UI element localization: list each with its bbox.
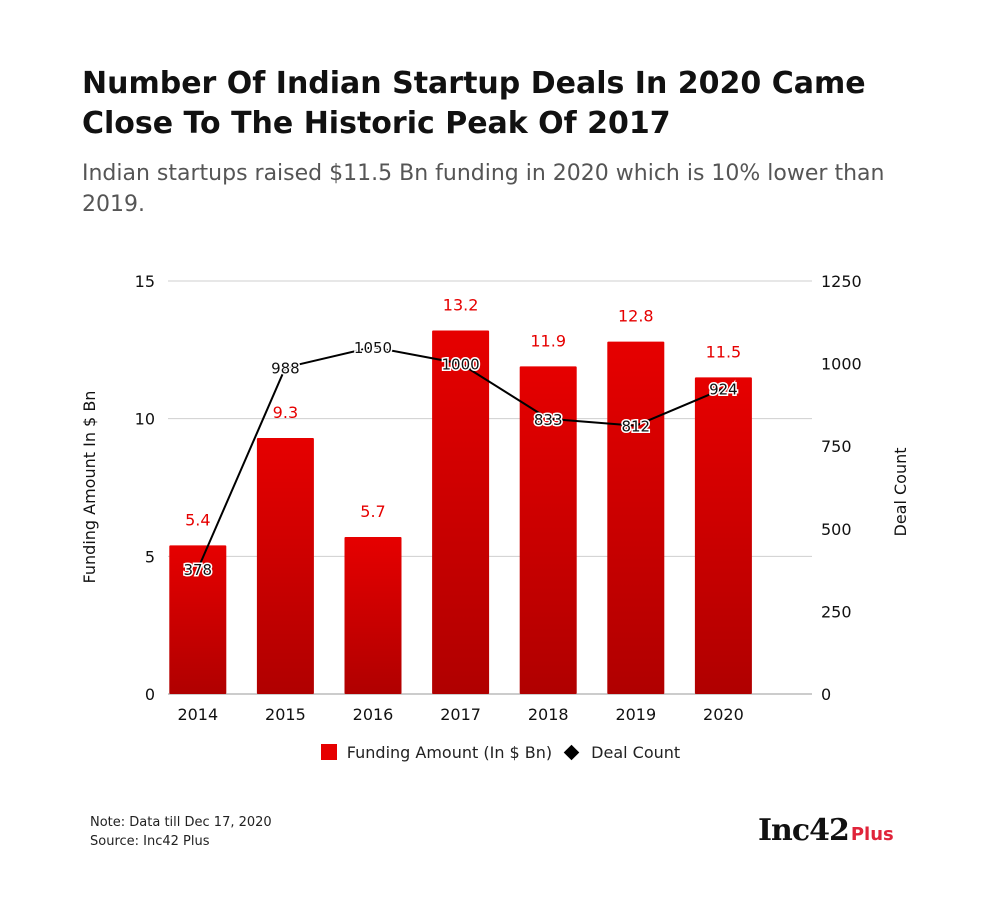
funding-bar xyxy=(344,537,402,694)
deal-count-label: 924 xyxy=(709,381,738,399)
x-tick-label: 2015 xyxy=(265,705,306,724)
x-tick-label: 2014 xyxy=(177,705,218,724)
deal-count-line xyxy=(196,346,724,570)
y-left-axis-title: Funding Amount In $ Bn xyxy=(80,391,99,584)
funding-bar xyxy=(519,366,577,694)
deal-count-label: 812 xyxy=(621,418,650,436)
x-tick-label: 2018 xyxy=(528,705,569,724)
deal-count-label: 1000 xyxy=(442,356,480,374)
inc42-plus-logo: Inc42 Plus xyxy=(758,808,894,848)
funding-bar xyxy=(694,377,752,694)
funding-bar-label: 11.5 xyxy=(706,342,742,361)
legend-line-label: Deal Count xyxy=(591,742,681,762)
y-left-tick-label: 15 xyxy=(135,272,155,291)
deal-count-label: 833 xyxy=(534,411,563,429)
y-right-tick-label: 250 xyxy=(821,602,852,621)
logo-plus-text: Plus xyxy=(850,824,894,845)
funding-bar xyxy=(607,341,665,694)
y-right-tick-label: 0 xyxy=(821,685,831,704)
x-tick-label: 2016 xyxy=(353,705,394,724)
legend-item-funding: Funding Amount (In $ Bn) xyxy=(320,742,553,762)
legend-bar-label: Funding Amount (In $ Bn) xyxy=(346,742,553,762)
deal-count-label: 1050 xyxy=(354,339,392,357)
y-right-axis-title: Deal Count xyxy=(891,447,910,536)
x-tick-label: 2019 xyxy=(615,705,656,724)
footnote-note: Note: Data till Dec 17, 2020 xyxy=(90,815,272,830)
legend-bar-swatch xyxy=(320,744,337,760)
chart-title: Number Of Indian Startup Deals In 2020 C… xyxy=(82,66,866,141)
funding-bar xyxy=(169,545,227,694)
deal-count-label: 378 xyxy=(183,561,212,579)
funding-bar-label: 11.9 xyxy=(530,331,566,350)
deal-count-label: 988 xyxy=(271,360,300,378)
y-left-tick-label: 0 xyxy=(145,685,155,704)
footnote-source: Source: Inc42 Plus xyxy=(90,834,210,849)
funding-bar-label: 13.2 xyxy=(443,296,479,315)
legend-diamond-icon xyxy=(563,744,580,760)
combo-chart: 5.49.35.713.211.912.811.5378988105010008… xyxy=(80,272,910,724)
x-tick-label: 2017 xyxy=(440,705,481,724)
funding-bar-label: 9.3 xyxy=(273,403,298,422)
y-left-tick-label: 10 xyxy=(135,410,155,429)
y-right-tick-label: 750 xyxy=(821,437,852,456)
funding-bar xyxy=(256,437,314,694)
funding-bar-label: 5.4 xyxy=(185,510,210,529)
funding-bar-label: 12.8 xyxy=(618,307,654,326)
chart-legend: Funding Amount (In $ Bn) Deal Count xyxy=(0,740,1001,764)
y-right-tick-label: 1250 xyxy=(821,272,862,291)
chart-subtitle: Indian startups raised $11.5 Bn funding … xyxy=(82,161,885,217)
y-left-tick-label: 5 xyxy=(145,547,155,566)
y-right-tick-label: 500 xyxy=(821,520,852,539)
footnote: Note: Data till Dec 17, 2020 Source: Inc… xyxy=(90,813,272,851)
y-right-tick-label: 1000 xyxy=(821,355,862,374)
legend-item-deals: Deal Count xyxy=(562,743,680,762)
funding-bar-label: 5.7 xyxy=(360,502,385,521)
x-tick-label: 2020 xyxy=(703,705,744,724)
logo-main-text: Inc42 xyxy=(758,813,850,848)
funding-bar xyxy=(432,330,490,694)
